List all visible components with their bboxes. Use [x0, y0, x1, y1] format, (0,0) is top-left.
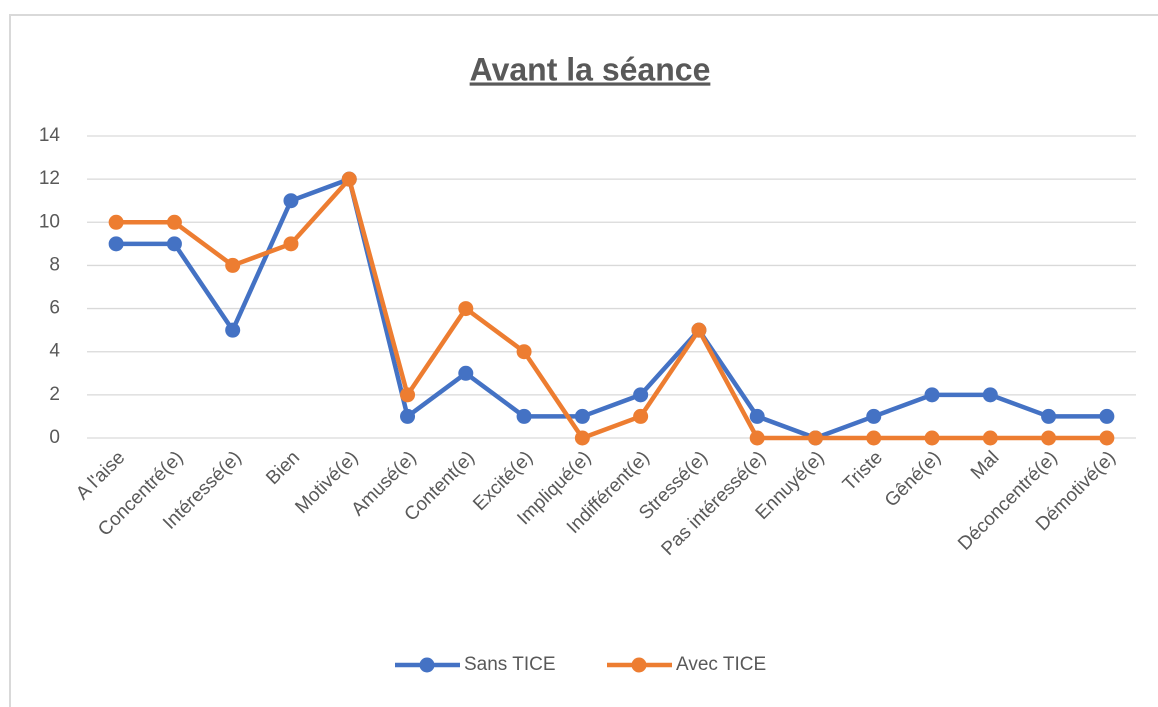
data-point — [166, 214, 182, 230]
series-line — [116, 176, 1107, 441]
y-tick-label: 6 — [49, 298, 60, 319]
data-point — [982, 387, 998, 403]
chart-frame — [9, 14, 1158, 707]
data-point — [574, 430, 590, 446]
data-point — [458, 301, 474, 317]
data-point — [341, 171, 357, 187]
data-point — [516, 408, 532, 424]
legend-label: Sans TICE — [464, 654, 556, 675]
y-tick-label: 8 — [49, 254, 60, 275]
data-point — [574, 408, 590, 424]
data-point — [866, 430, 882, 446]
y-tick-label: 10 — [39, 211, 60, 232]
data-point — [924, 387, 940, 403]
data-point — [1099, 408, 1115, 424]
series-line — [116, 176, 1107, 441]
data-point — [400, 387, 416, 403]
y-tick-label: 0 — [49, 427, 60, 448]
data-point — [691, 322, 707, 338]
data-point — [924, 430, 940, 446]
data-point — [749, 408, 765, 424]
y-tick-label: 12 — [39, 168, 60, 189]
data-point — [225, 257, 241, 273]
data-point — [1099, 430, 1115, 446]
data-point — [166, 236, 182, 252]
chart-title: Avant la séance — [470, 51, 711, 87]
data-point — [633, 387, 649, 403]
data-point — [283, 236, 299, 252]
data-point — [225, 322, 241, 338]
data-point — [400, 408, 416, 424]
data-point — [633, 408, 649, 424]
y-tick-label: 14 — [39, 125, 61, 146]
data-point — [982, 430, 998, 446]
y-tick-label: 2 — [49, 384, 60, 405]
data-point — [516, 344, 532, 360]
data-point — [749, 430, 765, 446]
data-point — [283, 193, 299, 209]
data-point — [1041, 430, 1057, 446]
data-point — [866, 408, 882, 424]
data-point — [108, 236, 124, 252]
legend-marker — [419, 657, 435, 673]
data-point — [458, 365, 474, 381]
y-tick-label: 4 — [49, 341, 60, 362]
legend-marker — [631, 657, 647, 673]
data-point — [108, 214, 124, 230]
legend-label: Avec TICE — [676, 654, 766, 675]
data-point — [807, 430, 823, 446]
data-point — [1041, 408, 1057, 424]
